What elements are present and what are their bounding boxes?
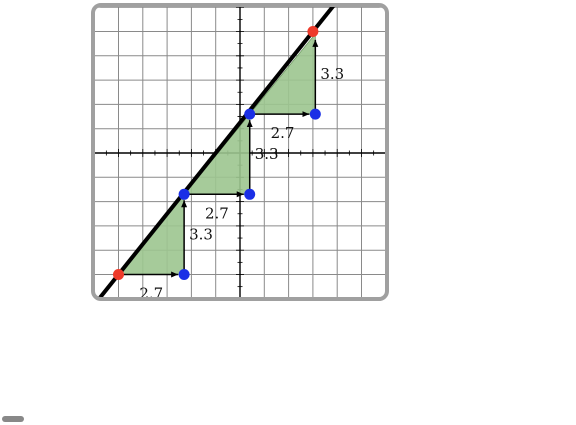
run-label: 2.7: [271, 124, 295, 142]
step-point: [244, 108, 256, 120]
graph-panel[interactable]: 2.7 3.3 2.7 3.3 2.7 3.3: [91, 3, 389, 301]
end-point: [307, 26, 319, 37]
step-labels: 2.7 3.3 2.7 3.3 2.7 3.3: [139, 65, 344, 302]
step-point: [178, 188, 190, 200]
line-graph: [97, 7, 336, 297]
slope-triangle: [248, 32, 316, 115]
rise-label: 3.3: [255, 145, 279, 163]
start-point: [113, 269, 124, 280]
resize-handle[interactable]: [2, 416, 24, 422]
run-label: 2.7: [139, 285, 163, 302]
coordinate-grid: 2.7 3.3 2.7 3.3 2.7 3.3: [95, 7, 385, 302]
rise-label: 3.3: [320, 65, 344, 83]
step-corner-point: [178, 269, 190, 280]
step-corner-point: [309, 108, 321, 120]
line-path: [97, 7, 336, 297]
rise-label: 3.3: [189, 225, 213, 243]
run-label: 2.7: [205, 204, 229, 222]
points: [113, 26, 321, 280]
step-arrows: [123, 39, 319, 278]
step-corner-point: [244, 188, 256, 200]
